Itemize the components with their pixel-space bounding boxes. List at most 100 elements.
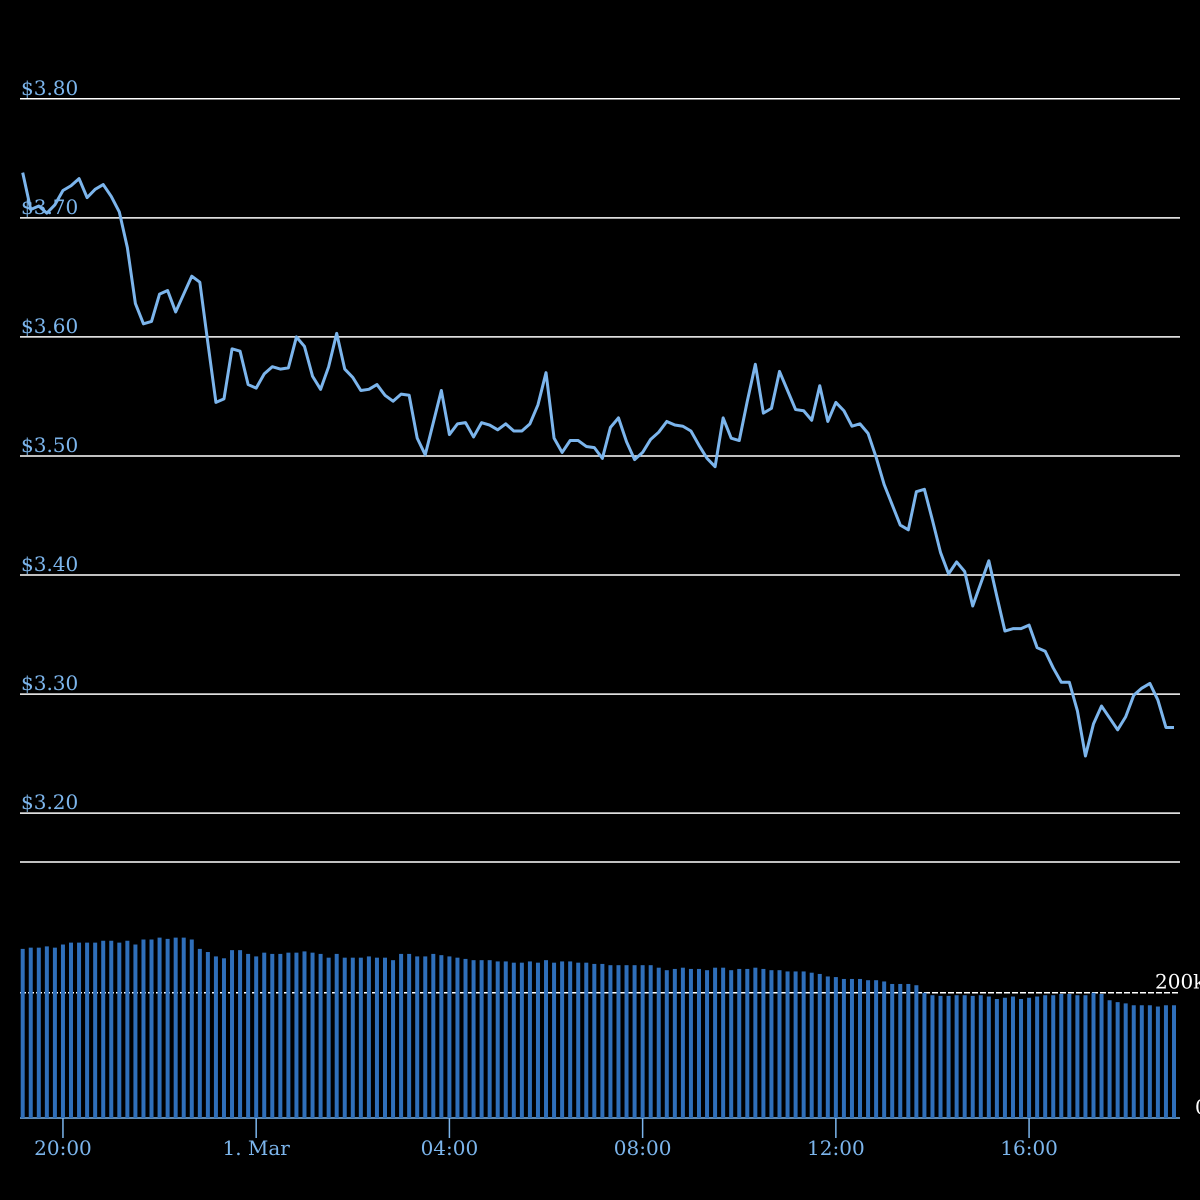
volume-bar bbox=[922, 992, 927, 1118]
volume-bar bbox=[801, 971, 806, 1118]
y-tick-label: $3.20 bbox=[21, 790, 78, 814]
volume-bar bbox=[20, 948, 25, 1118]
volume-bar bbox=[447, 956, 452, 1118]
volume-bar bbox=[302, 951, 307, 1118]
volume-bar bbox=[745, 968, 750, 1118]
volume-bar bbox=[954, 995, 959, 1118]
volume-bar bbox=[962, 995, 967, 1118]
volume-bar bbox=[825, 976, 830, 1118]
volume-bar bbox=[141, 939, 146, 1118]
volume-bar bbox=[431, 953, 436, 1118]
volume-bar bbox=[495, 961, 500, 1118]
volume-bar bbox=[688, 968, 693, 1118]
volume-bar bbox=[793, 971, 798, 1118]
volume-bar bbox=[326, 957, 331, 1118]
volume-bar bbox=[1123, 1003, 1128, 1118]
volume-bar bbox=[994, 999, 999, 1118]
volume-bar bbox=[455, 957, 460, 1118]
volume-bar bbox=[93, 942, 98, 1118]
volume-bar bbox=[1083, 995, 1088, 1118]
volume-bar bbox=[503, 961, 508, 1118]
y2-tick-label: 0 bbox=[1195, 1095, 1200, 1119]
volume-bar bbox=[391, 960, 396, 1118]
volume-bar bbox=[238, 950, 243, 1118]
volume-bar bbox=[254, 956, 259, 1118]
volume-bar bbox=[978, 995, 983, 1118]
volume-bar bbox=[1172, 1005, 1176, 1118]
volume-bar bbox=[197, 948, 202, 1118]
volume-bar bbox=[278, 953, 283, 1118]
volume-bar bbox=[841, 978, 846, 1118]
volume-bar bbox=[109, 940, 114, 1118]
volume-bar bbox=[511, 962, 516, 1118]
volume-bar bbox=[1067, 993, 1072, 1118]
volume-bar bbox=[866, 980, 871, 1118]
volume-bar bbox=[374, 957, 379, 1118]
volume-bar bbox=[737, 968, 742, 1118]
volume-bar bbox=[205, 952, 210, 1118]
volume-bar bbox=[809, 972, 814, 1118]
volume-bar bbox=[157, 937, 162, 1118]
volume-bar bbox=[914, 985, 919, 1118]
volume-bar bbox=[930, 995, 935, 1118]
volume-bar bbox=[600, 963, 605, 1118]
volume-bar bbox=[36, 947, 41, 1118]
volume-bar bbox=[1035, 996, 1040, 1118]
volume-bar bbox=[399, 953, 404, 1118]
volume-bar bbox=[721, 967, 726, 1118]
volume-bar bbox=[817, 973, 822, 1118]
volume-bar bbox=[85, 942, 90, 1118]
volume-bar bbox=[366, 956, 371, 1118]
volume-bar bbox=[69, 942, 74, 1118]
volume-bar bbox=[753, 967, 758, 1118]
volume-bar bbox=[1115, 1002, 1120, 1118]
x-tick-label: 12:00 bbox=[807, 1136, 865, 1160]
x-tick-label: 20:00 bbox=[34, 1136, 92, 1160]
volume-bar bbox=[310, 952, 315, 1118]
volume-bar bbox=[560, 961, 565, 1118]
volume-bar bbox=[1107, 1000, 1112, 1118]
volume-bar bbox=[415, 956, 420, 1118]
volume-bar bbox=[1163, 1005, 1168, 1118]
volume-bar bbox=[1051, 995, 1056, 1118]
volume-bar bbox=[890, 983, 895, 1118]
volume-bar bbox=[986, 996, 991, 1118]
volume-bar bbox=[938, 995, 943, 1118]
volume-bar bbox=[858, 978, 863, 1118]
volume-bar bbox=[77, 942, 82, 1118]
volume-bar bbox=[785, 971, 790, 1118]
x-tick-label: 04:00 bbox=[421, 1136, 479, 1160]
volume-bar bbox=[906, 983, 911, 1118]
volume-bar bbox=[342, 957, 347, 1118]
volume-bar bbox=[519, 962, 524, 1118]
volume-bar bbox=[246, 953, 251, 1118]
volume-bar bbox=[1155, 1006, 1160, 1118]
volume-bar bbox=[729, 970, 734, 1118]
volume-bar bbox=[1139, 1005, 1144, 1118]
volume-bar bbox=[358, 957, 363, 1118]
volume-bar bbox=[407, 953, 412, 1118]
volume-bar bbox=[616, 965, 621, 1118]
volume-bar bbox=[592, 963, 597, 1118]
y-tick-label: $3.40 bbox=[21, 552, 78, 576]
volume-bar bbox=[632, 965, 637, 1118]
volume-bar bbox=[286, 952, 291, 1118]
volume-bar bbox=[527, 961, 532, 1118]
volume-bar bbox=[664, 970, 669, 1118]
volume-bar bbox=[165, 938, 170, 1118]
volume-bar bbox=[221, 958, 226, 1118]
x-tick-label: 16:00 bbox=[1000, 1136, 1058, 1160]
volume-bar bbox=[1091, 992, 1096, 1118]
volume-bar bbox=[1059, 993, 1064, 1118]
x-tick-label: 08:00 bbox=[614, 1136, 672, 1160]
volume-bar bbox=[382, 957, 387, 1118]
volume-bar bbox=[705, 970, 710, 1118]
volume-bar bbox=[334, 953, 339, 1118]
volume-bar bbox=[350, 957, 355, 1118]
volume-bar bbox=[552, 962, 557, 1118]
volume-bar bbox=[544, 960, 549, 1118]
y-tick-label: $3.30 bbox=[21, 671, 78, 695]
volume-bar bbox=[463, 958, 468, 1118]
volume-bar bbox=[471, 960, 476, 1118]
volume-bar bbox=[576, 962, 581, 1118]
